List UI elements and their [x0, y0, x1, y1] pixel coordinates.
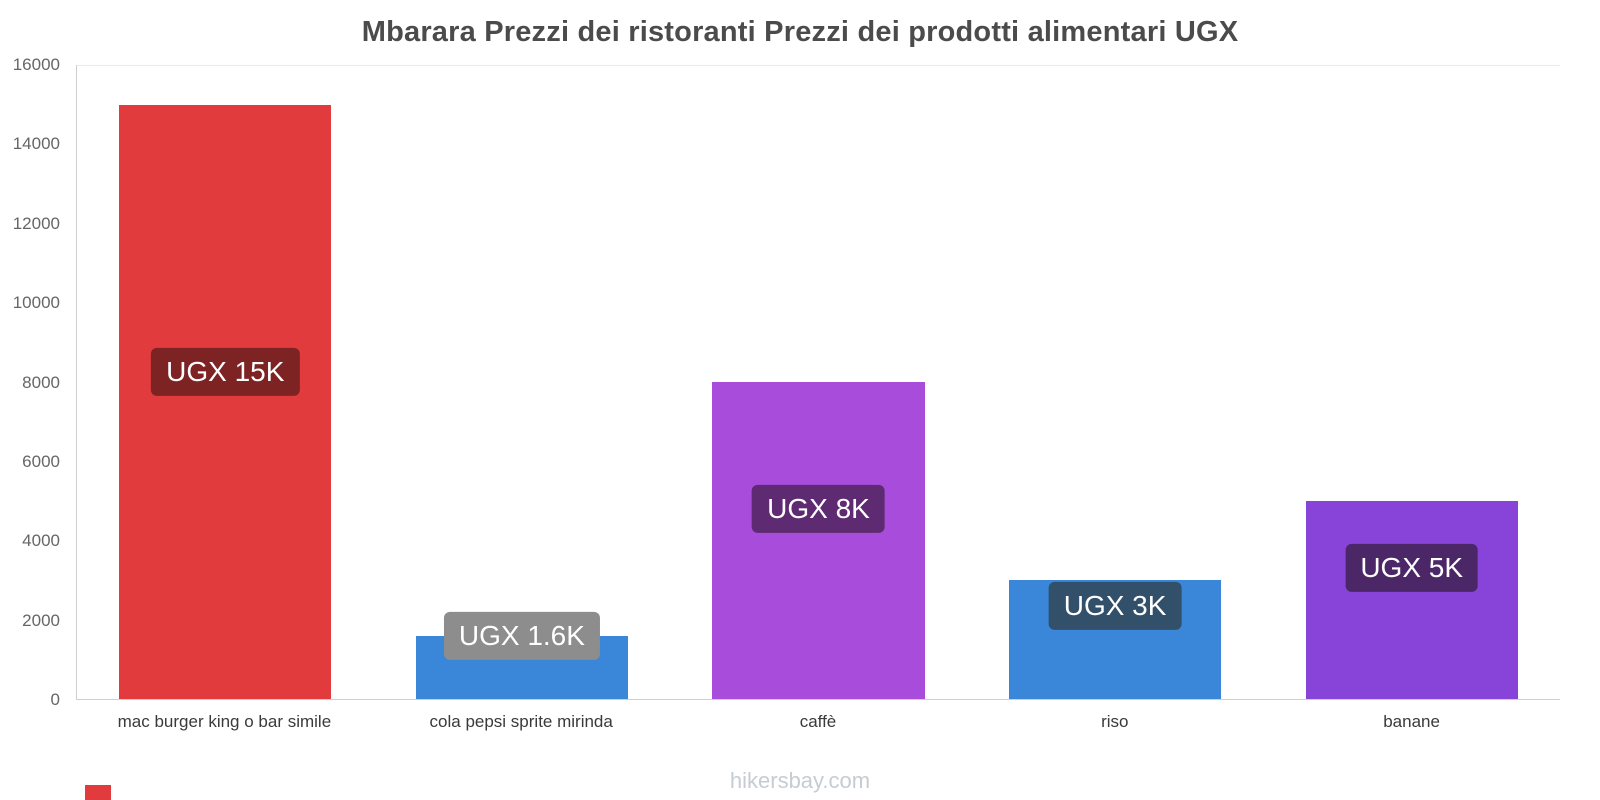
bar-group: UGX 3K [967, 65, 1264, 699]
y-axis-tick-label: 4000 [22, 531, 60, 551]
bar: UGX 3K [1009, 580, 1222, 699]
bar-value-label: UGX 1.6K [443, 611, 600, 660]
bar: UGX 8K [712, 382, 925, 699]
bar: UGX 15K [119, 104, 332, 699]
y-axis-tick-label: 6000 [22, 451, 60, 471]
y-axis-tick-label: 0 [50, 690, 60, 709]
x-axis-label: cola pepsi sprite mirinda [429, 712, 613, 731]
x-axis-label: caffè [799, 712, 837, 731]
bar-group: UGX 15K [77, 65, 374, 699]
bar-value-label: UGX 15K [151, 348, 300, 397]
bar-group: UGX 1.6K [374, 65, 671, 699]
x-axis: mac burger king o bar simile cola pepsi s… [76, 712, 1560, 740]
chart-title: Mbarara Prezzi dei ristoranti Prezzi dei… [361, 16, 1239, 48]
site-watermark: hikersbay.com [729, 768, 871, 793]
bar-series: UGX 15K UGX 1.6K UGX 8K UGX 3K UGX 5K [77, 65, 1560, 699]
y-axis-tick-label: 10000 [12, 293, 60, 313]
bar: UGX 5K [1305, 500, 1518, 699]
x-axis-label: mac burger king o bar simile [117, 712, 332, 731]
bar-group: UGX 5K [1263, 65, 1560, 699]
gridline-top [77, 65, 1560, 66]
y-axis-tick-label: 16000 [12, 55, 60, 74]
y-axis: 0 2000 4000 6000 8000 10000 12000 14000 16000 [0, 55, 66, 709]
y-axis-tick-label: 12000 [12, 213, 60, 233]
x-axis-label: riso [1101, 712, 1129, 731]
bar-group: UGX 8K [670, 65, 967, 699]
bar-value-label: UGX 5K [1345, 544, 1479, 593]
bar-value-label: UGX 8K [752, 484, 885, 533]
x-axis-label: banane [1383, 712, 1440, 731]
corner-accent [85, 785, 111, 800]
y-axis-tick-label: 2000 [22, 610, 60, 630]
plot-area: UGX 15K UGX 1.6K UGX 8K UGX 3K UGX 5K [76, 65, 1560, 700]
y-axis-tick-label: 8000 [22, 372, 60, 392]
y-axis-tick-label: 14000 [12, 134, 60, 154]
bar: UGX 1.6K [415, 611, 628, 699]
bar-value-label: UGX 3K [1048, 582, 1182, 631]
